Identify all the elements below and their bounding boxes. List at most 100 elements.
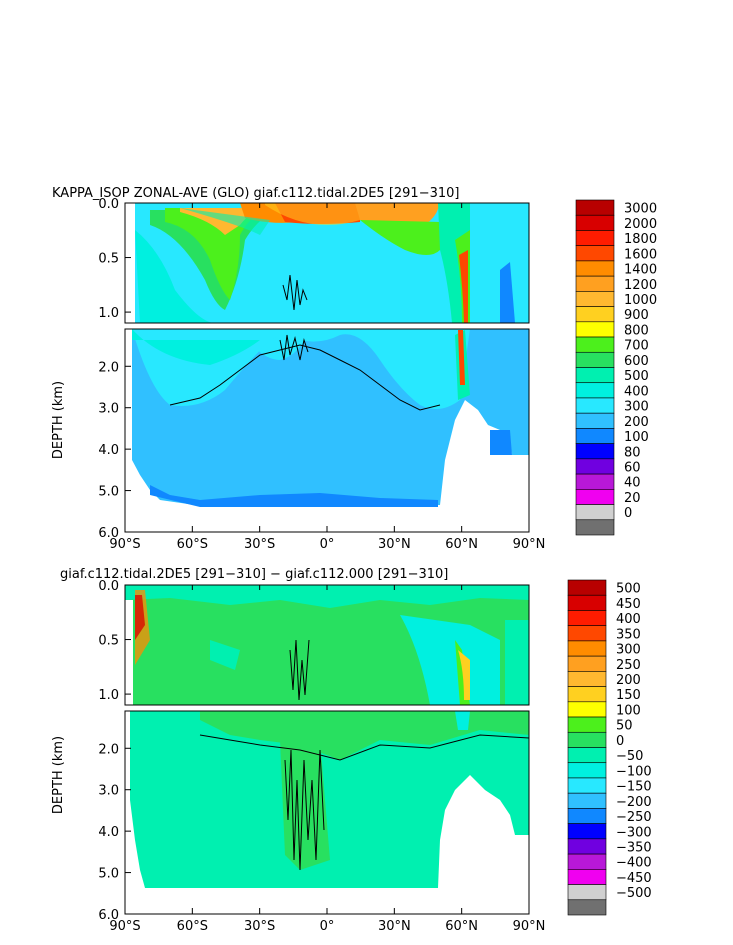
panel-a-title: KAPPA_ISOP ZONAL-AVE (GLO) giaf.c112.tid… xyxy=(52,186,459,201)
colorbar-swatch xyxy=(567,838,607,855)
colorbar-swatch xyxy=(567,823,607,840)
panel-a-lower-field xyxy=(125,329,529,532)
colorbar-swatch xyxy=(575,336,615,353)
colorbar-swatch xyxy=(575,428,615,444)
x-tick-label: 30°N xyxy=(378,919,411,934)
colorbar-swatch xyxy=(575,367,615,384)
colorbar-swatch xyxy=(567,762,607,779)
colorbar-swatch xyxy=(575,306,615,323)
colorbar-label: 450 xyxy=(616,597,641,612)
colorbar-label: 700 xyxy=(624,339,649,354)
colorbar-swatch xyxy=(567,671,607,687)
colorbar-label: 2000 xyxy=(624,217,657,232)
colorbar-swatch xyxy=(567,792,607,809)
colorbar-swatch xyxy=(575,519,615,536)
y-tick-label: 1.0 xyxy=(98,688,119,703)
panel-b: giaf.c112.tidal.2DE5 [291−310] − giaf.c1… xyxy=(51,567,652,934)
colorbar-label: 300 xyxy=(616,643,641,658)
y-tick-label: 2.0 xyxy=(98,742,119,757)
colorbar-label: 1000 xyxy=(624,293,657,308)
colorbar-swatch xyxy=(575,397,615,414)
colorbar-swatch xyxy=(567,594,607,611)
colorbar-label: −250 xyxy=(616,810,652,825)
y-tick-label: 5.0 xyxy=(98,485,119,500)
colorbar-swatch xyxy=(575,275,615,292)
colorbar-label: −500 xyxy=(616,886,652,901)
panel-b-x-ticks: 90°S 60°S 30°S 0° 30°N 60°N 90°N xyxy=(109,585,545,934)
y-tick-label: 2.0 xyxy=(98,360,119,375)
colorbar-swatch xyxy=(567,640,607,657)
colorbar-swatch xyxy=(567,869,607,885)
colorbar-label: 800 xyxy=(624,323,649,338)
colorbar-swatch xyxy=(575,214,615,231)
y-tick-label: 4.0 xyxy=(98,825,119,840)
colorbar-swatch xyxy=(567,610,607,626)
colorbar-label: −300 xyxy=(616,825,652,840)
y-tick-label: 1.0 xyxy=(98,306,119,321)
x-tick-label: 90°N xyxy=(513,537,546,552)
colorbar-label: −100 xyxy=(616,764,652,779)
colorbar-label: 40 xyxy=(624,476,641,491)
x-tick-label: 60°S xyxy=(177,919,208,934)
colorbar-swatch xyxy=(575,473,615,490)
colorbar-label: 300 xyxy=(624,400,649,415)
panel-b-title: giaf.c112.tidal.2DE5 [291−310] − giaf.c1… xyxy=(60,567,448,582)
colorbar-swatch xyxy=(575,291,615,307)
colorbar-swatch xyxy=(575,230,615,246)
colorbar-swatch xyxy=(575,382,615,399)
x-tick-label: 30°N xyxy=(378,537,411,552)
colorbar-swatch xyxy=(567,808,607,824)
y-tick-label: 5.0 xyxy=(98,867,119,882)
panel-a: KAPPA_ISOP ZONAL-AVE (GLO) giaf.c112.tid… xyxy=(51,186,657,552)
x-tick-label: 90°N xyxy=(513,919,546,934)
panel-a-ylabel: DEPTH (km) xyxy=(51,381,66,459)
colorbar-label: 1200 xyxy=(624,278,657,293)
panel-a-x-ticks: 90°S 60°S 30°S 0° 30°N 60°N 90°N xyxy=(109,203,545,552)
colorbar-label: 1600 xyxy=(624,247,657,262)
colorbar-label: 500 xyxy=(616,582,641,597)
panel-b-y-ticks: 0.0 0.5 1.0 2.0 3.0 4.0 5.0 6.0 xyxy=(98,579,131,923)
colorbar-swatch xyxy=(575,504,615,521)
colorbar-label: 200 xyxy=(624,415,649,430)
panel-a-colorbar: 3000200018001600140012001000900800700600… xyxy=(575,199,657,536)
y-tick-label: 3.0 xyxy=(98,402,119,417)
x-tick-label: 60°N xyxy=(445,537,478,552)
colorbar-swatch xyxy=(567,731,607,748)
colorbar-label: 400 xyxy=(616,612,641,627)
colorbar-label: −200 xyxy=(616,795,652,810)
colorbar-swatch xyxy=(575,245,615,262)
colorbar-swatch xyxy=(567,579,607,596)
y-tick-label: 0.5 xyxy=(98,634,119,649)
panel-b-colorbar: 500450400350300250200150100500−50−100−15… xyxy=(567,579,652,916)
colorbar-label: 500 xyxy=(624,369,649,384)
colorbar-label: 400 xyxy=(624,384,649,399)
colorbar-swatch xyxy=(575,351,615,368)
colorbar-label: 3000 xyxy=(624,202,657,217)
colorbar-swatch xyxy=(567,884,607,901)
colorbar-label: −50 xyxy=(616,749,643,764)
colorbar-label: 100 xyxy=(616,703,641,718)
x-tick-label: 90°S xyxy=(109,537,140,552)
colorbar-swatch xyxy=(567,701,607,718)
colorbar-swatch xyxy=(567,853,607,870)
colorbar-swatch xyxy=(575,321,615,338)
colorbar-label: 350 xyxy=(616,627,641,642)
colorbar-swatch xyxy=(567,686,607,703)
colorbar-swatch xyxy=(575,443,615,460)
panel-a-y-ticks: 0.0 0.5 1.0 2.0 3.0 4.0 5.0 6.0 xyxy=(98,197,131,541)
y-tick-label: 0.0 xyxy=(98,579,119,594)
colorbar-label: 100 xyxy=(624,430,649,445)
y-tick-label: 6.0 xyxy=(98,908,119,923)
colorbar-swatch xyxy=(567,899,607,916)
panel-b-ylabel: DEPTH (km) xyxy=(51,736,66,814)
colorbar-swatch xyxy=(575,458,615,475)
colorbar-label: −350 xyxy=(616,840,652,855)
y-tick-label: 0.5 xyxy=(98,252,119,267)
x-tick-label: 30°S xyxy=(244,919,275,934)
colorbar-label: 600 xyxy=(624,354,649,369)
y-tick-label: 0.0 xyxy=(98,197,119,212)
x-tick-label: 90°S xyxy=(109,919,140,934)
colorbar-label: −150 xyxy=(616,780,652,795)
y-tick-label: 4.0 xyxy=(98,443,119,458)
colorbar-label: 250 xyxy=(616,658,641,673)
